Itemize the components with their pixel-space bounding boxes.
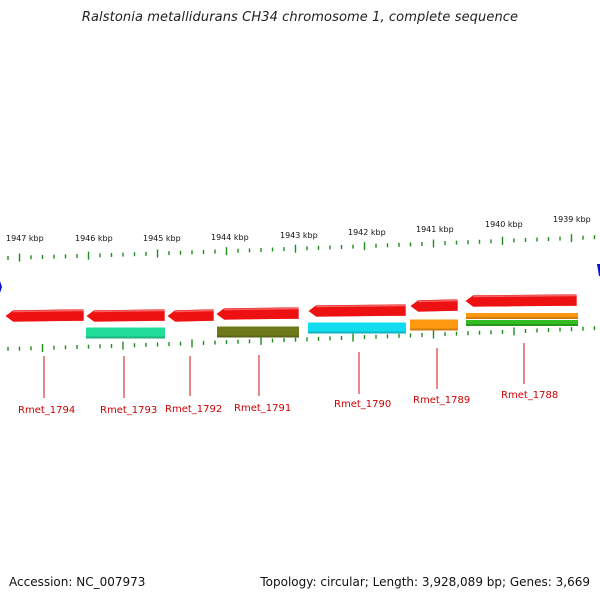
gene-arrow-rmet_1789[interactable] (409, 298, 459, 313)
kbp-label: 1945 kbp (143, 234, 181, 243)
gene-arrow-rmet_1790[interactable] (307, 303, 407, 318)
gene-highlight (174, 309, 215, 313)
upper-scale (7, 234, 596, 262)
bar-shadow (217, 335, 299, 338)
gene-highlight (93, 309, 166, 313)
gene-label[interactable]: Rmet_1793 (100, 405, 157, 416)
gene-label[interactable]: Rmet_1791 (234, 403, 291, 414)
gene-label[interactable]: Rmet_1789 (413, 395, 470, 406)
bar-shadow (86, 336, 165, 339)
feature-bar-rmet_1788[interactable] (466, 313, 578, 319)
gene-labels: Rmet_1794 Rmet_1793 Rmet_1792 Rmet_1791 Rmet… (18, 343, 558, 416)
feature-bar-rmet_1788[interactable] (466, 320, 578, 326)
kbp-label: 1940 kbp (485, 220, 523, 229)
lower-scale (7, 326, 596, 353)
feature-bar-rmet_1791[interactable] (217, 326, 299, 338)
strand-markers (0, 264, 600, 293)
kbp-label: 1939 kbp (553, 215, 591, 224)
feature-bar-rmet_1793[interactable] (86, 327, 165, 339)
gene-label[interactable]: Rmet_1794 (18, 405, 75, 416)
gene-arrow-rmet_1792[interactable] (166, 308, 215, 323)
kbp-label: 1944 kbp (211, 233, 249, 242)
feature-bar-rmet_1790[interactable] (308, 322, 406, 334)
left-strand-marker (0, 281, 2, 293)
gene-highlight (472, 294, 578, 298)
gene-highlight (417, 299, 459, 303)
gene-arrow-rmet_1793[interactable] (85, 308, 166, 323)
gene-label[interactable]: Rmet_1792 (165, 404, 222, 415)
kbp-label: 1946 kbp (75, 234, 113, 243)
kbp-label: 1947 kbp (6, 234, 44, 243)
gene-track (4, 293, 578, 339)
gene-arrow-rmet_1791[interactable] (215, 306, 300, 321)
gene-label[interactable]: Rmet_1790 (334, 399, 391, 410)
map-title: Ralstonia metallidurans CH34 chromosome … (81, 10, 519, 25)
kbp-label: 1943 kbp (280, 231, 318, 240)
gene-arrow-rmet_1794[interactable] (4, 308, 85, 323)
bar-shadow (410, 328, 458, 331)
kbp-labels: 1947 kbp 1946 kbp 1945 kbp 1944 kbp 1943 kbp… (6, 215, 591, 243)
gene-highlight (315, 304, 407, 308)
kbp-label: 1942 kbp (348, 228, 386, 237)
gene-arrow-rmet_1788[interactable] (464, 293, 578, 308)
feature-bar-rmet_1789[interactable] (410, 319, 458, 331)
accession-text: Accession: NC_007973 (9, 575, 146, 589)
bar-shadow (466, 317, 578, 319)
gene-highlight (223, 307, 300, 311)
bar-shadow (308, 331, 406, 334)
bar-shadow (466, 324, 578, 326)
gene-label[interactable]: Rmet_1788 (501, 390, 558, 401)
right-strand-marker (597, 264, 600, 276)
topology-text: Topology: circular; Length: 3,928,089 bp… (260, 575, 590, 589)
kbp-label: 1941 kbp (416, 225, 454, 234)
gene-highlight (12, 309, 85, 313)
